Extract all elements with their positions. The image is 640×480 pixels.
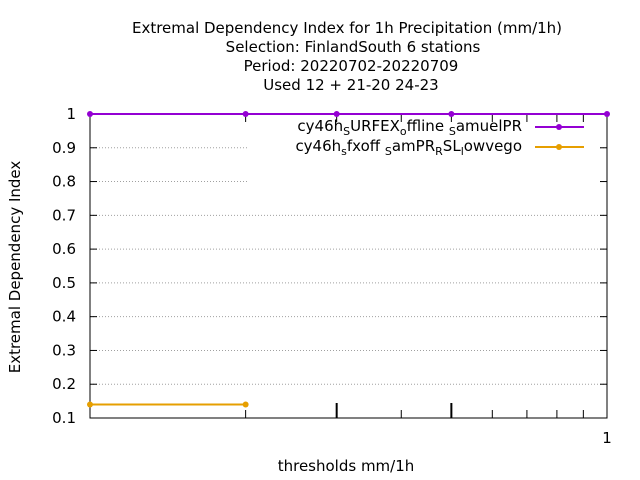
y-tick-label: 0.3: [52, 341, 76, 359]
y-tick-label: 1: [66, 105, 76, 123]
y-tick-label: 0.4: [52, 308, 76, 326]
legend-swatch-marker-2: [556, 144, 562, 150]
x-axis-ticks: 1: [245, 114, 612, 447]
data-point: [242, 401, 249, 408]
gridlines: [90, 147, 607, 385]
series-lines: [87, 111, 610, 408]
data-point: [87, 401, 93, 408]
y-tick-label: 0.5: [52, 274, 76, 292]
data-point: [333, 111, 340, 117]
title-line-2: Selection: FinlandSouth 6 stations: [226, 38, 481, 56]
data-point: [448, 111, 455, 117]
legend-swatch-marker-1: [556, 124, 562, 130]
y-tick-label: 0.7: [52, 206, 76, 224]
x-axis-label: thresholds mm/1h: [278, 457, 415, 475]
y-tick-label: 0.6: [52, 240, 76, 258]
y-axis-label: Extremal Dependency Index: [6, 161, 24, 374]
y-tick-label: 0.9: [52, 139, 76, 157]
title-line-4: Used 12 + 21-20 24-23: [263, 76, 438, 94]
legend-label-2: cy46hsfxoff SamPRRSLlowvego: [295, 137, 522, 158]
chart-title: Extremal Dependency Index for 1h Precipi…: [132, 19, 562, 94]
y-axis-ticks: 0.1 0.2 0.3 0.4 0.5 0.6 0.7 0.8 0.9 1: [52, 105, 607, 427]
legend-label-1: cy46hSURFEXoffline SamuelPR: [297, 117, 522, 138]
y-tick-label: 0.2: [52, 375, 76, 393]
data-point: [604, 111, 610, 117]
plot-border: [89, 113, 608, 419]
data-point: [242, 111, 249, 117]
y-tick-label: 0.1: [52, 409, 76, 427]
x-tick-label: 1: [602, 429, 612, 447]
title-line-3: Period: 20220702-20220709: [244, 57, 459, 75]
title-line-1: Extremal Dependency Index for 1h Precipi…: [132, 19, 562, 37]
data-point: [87, 111, 93, 117]
y-tick-label: 0.8: [52, 173, 76, 191]
